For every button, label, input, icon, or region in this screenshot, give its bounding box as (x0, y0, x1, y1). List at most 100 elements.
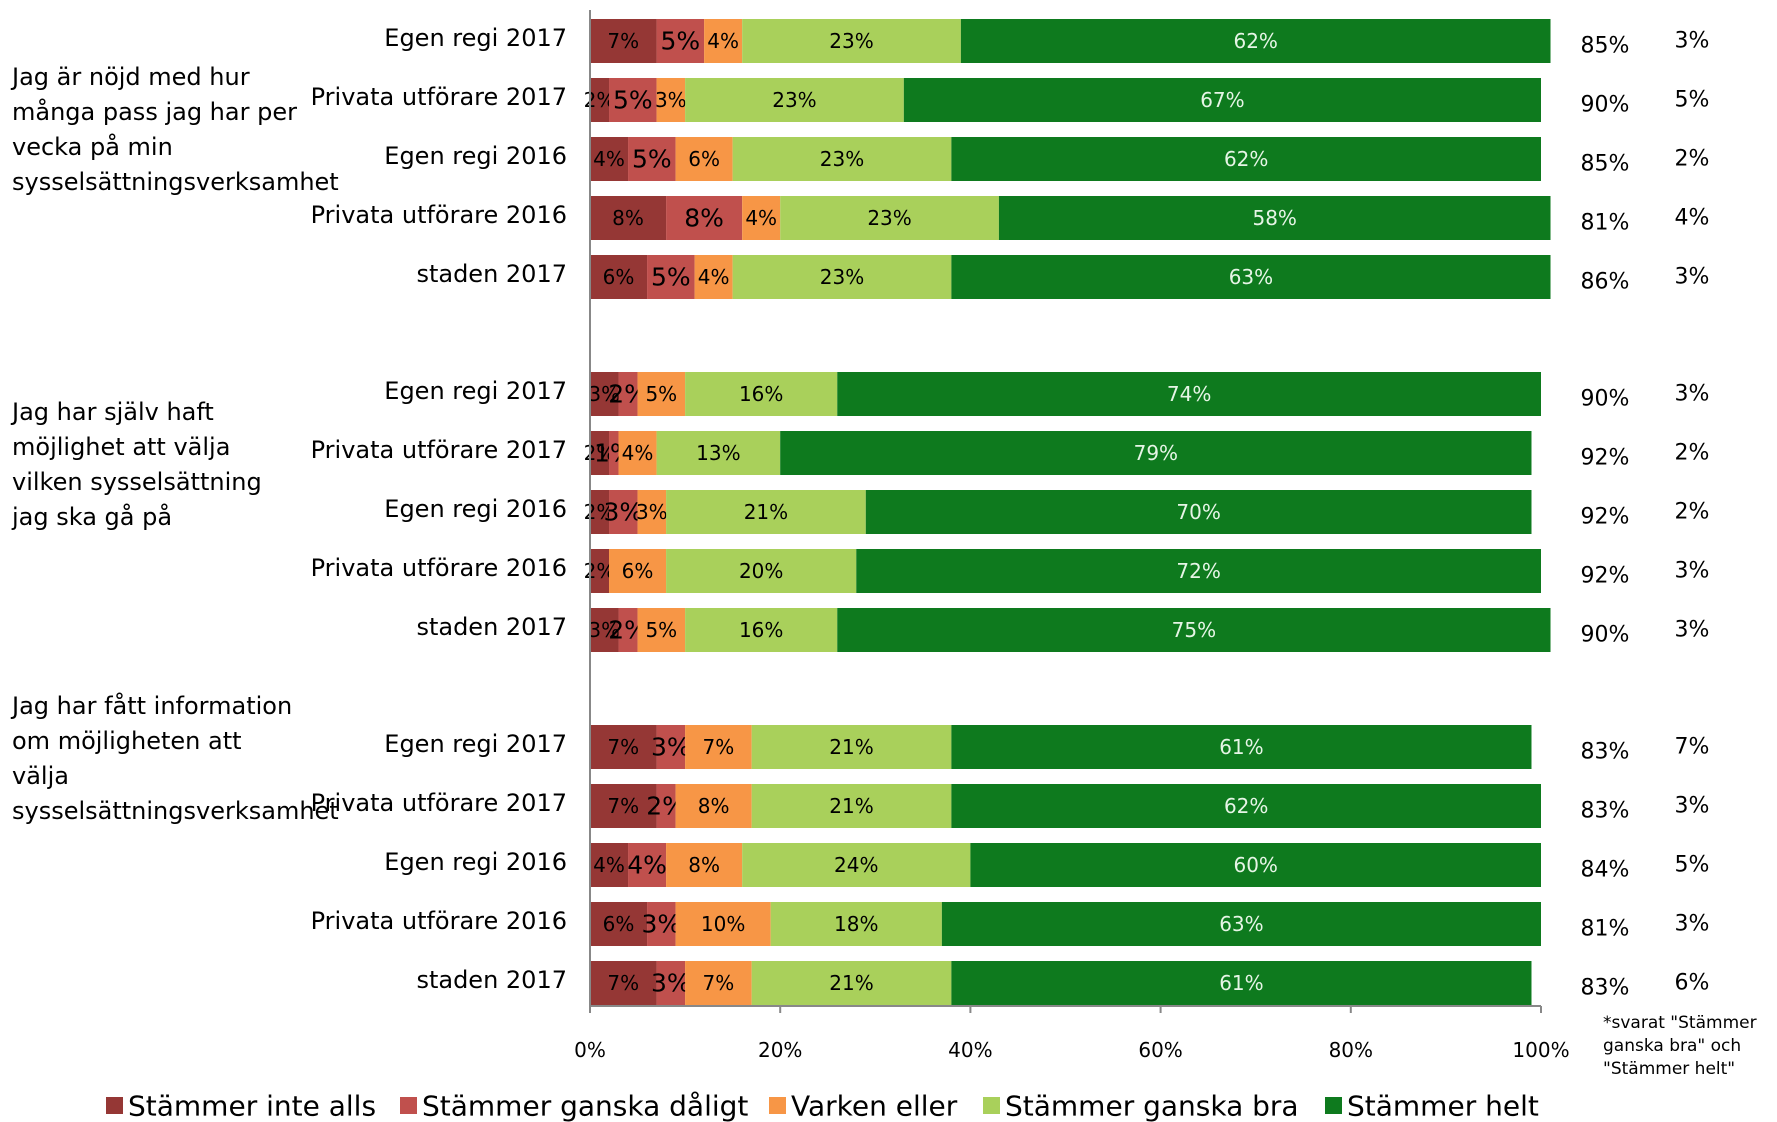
bar-segment (865, 490, 1532, 534)
data-label: 10% (701, 912, 745, 936)
data-label: 58% (1252, 206, 1296, 230)
category-label: staden 2017 (416, 613, 567, 641)
category-label: Egen regi 2016 (384, 495, 567, 523)
bar-segment (590, 255, 648, 299)
data-label: 5% (645, 382, 677, 406)
bar-segment (590, 490, 610, 534)
other-share-label: 2% (1675, 441, 1710, 466)
other-share-label: 3% (1675, 912, 1710, 937)
bar-segment (609, 490, 638, 534)
data-label: 5% (661, 27, 701, 56)
bar-segment (732, 255, 952, 299)
bar-segment (628, 843, 667, 887)
bar-segment (951, 255, 1551, 299)
positive-share-label: 83% (1581, 976, 1630, 1001)
category-label: Egen regi 2016 (384, 142, 567, 170)
bar-segment (656, 725, 686, 769)
data-label: 8% (698, 794, 730, 818)
data-label: 8% (684, 204, 724, 233)
category-label: Privata utförare 2016 (311, 201, 567, 229)
bar-segment (998, 196, 1551, 240)
bar-segment (647, 902, 676, 946)
data-label: 21% (829, 794, 873, 818)
bar-segment (903, 78, 1541, 122)
bar-segment (770, 902, 942, 946)
x-tick-label: 60% (1138, 1038, 1182, 1062)
bar-segment (637, 372, 686, 416)
bar-segment (656, 431, 781, 475)
data-label: 74% (1167, 382, 1211, 406)
positive-share-label: 85% (1581, 152, 1630, 177)
bar-segment (609, 78, 657, 122)
x-tick-label: 100% (1512, 1038, 1569, 1062)
bar-segment (685, 78, 904, 122)
data-label: 62% (1224, 147, 1268, 171)
bar-segment (628, 137, 676, 181)
positive-share-label: 86% (1581, 270, 1630, 295)
bar-segment (675, 137, 733, 181)
bar-segment (647, 255, 695, 299)
bar-segment (590, 961, 657, 1005)
legend-swatch (400, 1097, 417, 1114)
data-label: 3% (655, 88, 687, 112)
positive-share-label: 83% (1581, 799, 1630, 824)
bar-segment (951, 137, 1541, 181)
bar-segment (656, 78, 686, 122)
bar-segment (742, 843, 971, 887)
data-label: 63% (1229, 265, 1273, 289)
data-label: 3% (641, 910, 681, 939)
data-label: 5% (645, 618, 677, 642)
other-share-label: 3% (1675, 265, 1710, 290)
bar-segment (685, 372, 838, 416)
bar-segment (951, 784, 1541, 828)
bar-segment (751, 784, 952, 828)
legend-swatch (106, 1097, 123, 1114)
bar-segment (941, 902, 1541, 946)
data-label: 3% (588, 618, 620, 642)
bar-segment (666, 196, 743, 240)
other-share-label: 2% (1675, 500, 1710, 525)
legend-label: Stämmer helt (1347, 1090, 1539, 1122)
question-label-2: Jag har själv haft möjlighet att välja v… (12, 398, 262, 531)
legend-label: Stämmer ganska dåligt (422, 1090, 748, 1122)
other-share-label: 5% (1675, 853, 1710, 878)
data-label: 16% (739, 618, 783, 642)
data-label: 8% (612, 206, 644, 230)
data-label: 70% (1176, 500, 1220, 524)
legend-label: Stämmer inte alls (128, 1090, 376, 1122)
data-label: 75% (1172, 618, 1216, 642)
bar-segment (732, 137, 952, 181)
data-label: 67% (1200, 88, 1244, 112)
data-label: 7% (703, 971, 735, 995)
category-label: Privata utförare 2017 (311, 83, 567, 111)
bar-segment (637, 490, 667, 534)
bar-segment (590, 78, 610, 122)
x-tick-label: 80% (1329, 1038, 1373, 1062)
other-share-label: 3% (1675, 559, 1710, 584)
bar-segment (637, 608, 686, 652)
data-label: 24% (834, 853, 878, 877)
data-label: 3% (651, 733, 691, 762)
positive-share-label: 92% (1581, 505, 1630, 530)
other-share-label: 3% (1675, 794, 1710, 819)
other-share-label: 7% (1675, 735, 1710, 760)
bar-segment (970, 843, 1541, 887)
category-label: staden 2017 (416, 260, 567, 288)
positive-share-label: 85% (1581, 34, 1630, 59)
bar-segment (780, 196, 999, 240)
data-label: 62% (1224, 794, 1268, 818)
x-tick-label: 0% (574, 1038, 606, 1062)
data-label: 4% (698, 265, 730, 289)
data-label: 6% (603, 265, 635, 289)
bar-segment (666, 549, 857, 593)
data-label: 6% (622, 559, 654, 583)
data-label: 21% (829, 735, 873, 759)
bar-segment (590, 549, 610, 593)
data-label: 63% (1219, 912, 1263, 936)
data-label: 62% (1233, 29, 1277, 53)
data-label: 7% (607, 794, 639, 818)
positive-share-label: 84% (1581, 858, 1630, 883)
data-label: 3% (603, 498, 643, 527)
data-label: 4% (593, 147, 625, 171)
